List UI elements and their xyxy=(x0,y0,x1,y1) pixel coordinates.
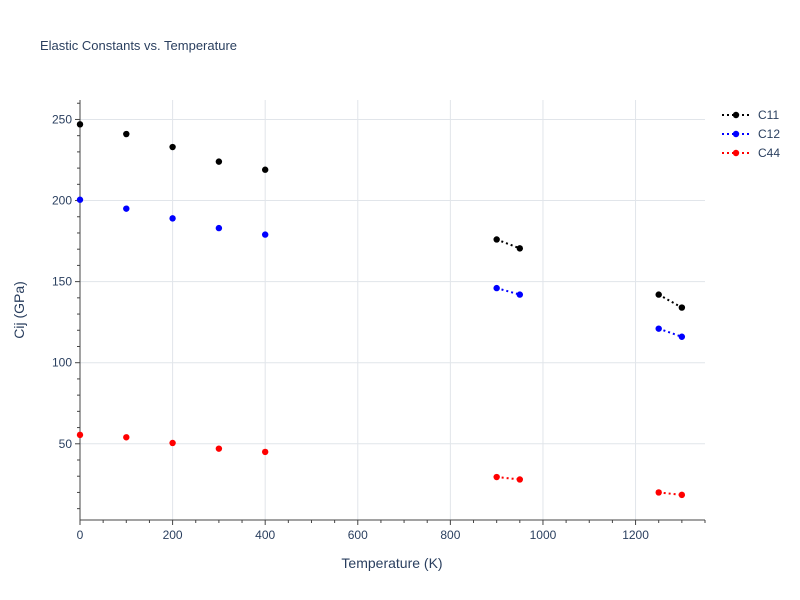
c12-point xyxy=(169,215,176,222)
x-tick-label: 1000 xyxy=(530,528,557,542)
chart-title: Elastic Constants vs. Temperature xyxy=(40,38,237,53)
c11-point xyxy=(76,121,84,128)
c11-point xyxy=(123,130,130,138)
c44-point xyxy=(516,476,524,483)
y-tick-label: 50 xyxy=(59,437,73,451)
y-tick-label: 250 xyxy=(52,112,72,126)
x-tick-label: 0 xyxy=(77,528,84,542)
c44-point xyxy=(261,448,269,456)
c44-point xyxy=(655,489,662,496)
c11-point xyxy=(516,245,524,252)
x-axis-title: Temperature (K) xyxy=(341,555,442,571)
c12-point xyxy=(493,284,500,292)
c12-point xyxy=(76,196,84,203)
y-axis-title: Cij (GPa) xyxy=(11,281,27,339)
x-tick-label: 600 xyxy=(348,528,368,542)
x-tick-label: 800 xyxy=(440,528,460,542)
grid-lines xyxy=(80,100,705,520)
legend-marker-c12 xyxy=(732,130,740,138)
x-tick-label: 200 xyxy=(163,528,183,542)
legend[interactable]: C11 C12 C44 xyxy=(722,108,780,160)
x-tick-label: 400 xyxy=(255,528,275,542)
c11-point xyxy=(261,166,269,173)
y-tick-label: 200 xyxy=(52,194,72,208)
c12-point xyxy=(655,325,662,332)
axes: 0 200 400 600 800 1000 1200 50 100 150 200 250 xyxy=(52,100,706,542)
c44-line xyxy=(658,491,682,496)
x-tick-label: 1200 xyxy=(622,528,649,542)
c44-point xyxy=(169,439,176,447)
y-tick-label: 100 xyxy=(52,356,72,370)
c44-point xyxy=(123,434,130,441)
y-tick-label: 150 xyxy=(52,275,72,289)
c11-point xyxy=(215,158,223,165)
c11-point xyxy=(169,143,176,151)
c44-point xyxy=(76,431,84,439)
c12-line xyxy=(496,287,521,296)
c12-line xyxy=(658,327,683,338)
c12-point xyxy=(678,333,686,340)
c11-point xyxy=(655,291,662,298)
c44-point xyxy=(678,491,686,499)
c44-point xyxy=(215,445,223,452)
c11-point xyxy=(678,304,686,311)
c44-point xyxy=(493,473,500,481)
c44-line xyxy=(496,476,520,481)
legend-marker-c11 xyxy=(732,111,740,119)
plot-area xyxy=(76,121,686,499)
c11-point xyxy=(493,236,500,243)
legend-marker-c44 xyxy=(732,149,740,157)
c11-line xyxy=(496,238,521,250)
c12-point xyxy=(215,224,223,232)
c12-point xyxy=(261,231,269,238)
c12-point xyxy=(123,205,130,212)
legend-label-c44: C44 xyxy=(758,146,780,160)
c11-line xyxy=(658,293,683,309)
c12-point xyxy=(516,291,524,298)
legend-label-c12: C12 xyxy=(758,127,780,141)
legend-label-c11: C11 xyxy=(758,108,779,122)
